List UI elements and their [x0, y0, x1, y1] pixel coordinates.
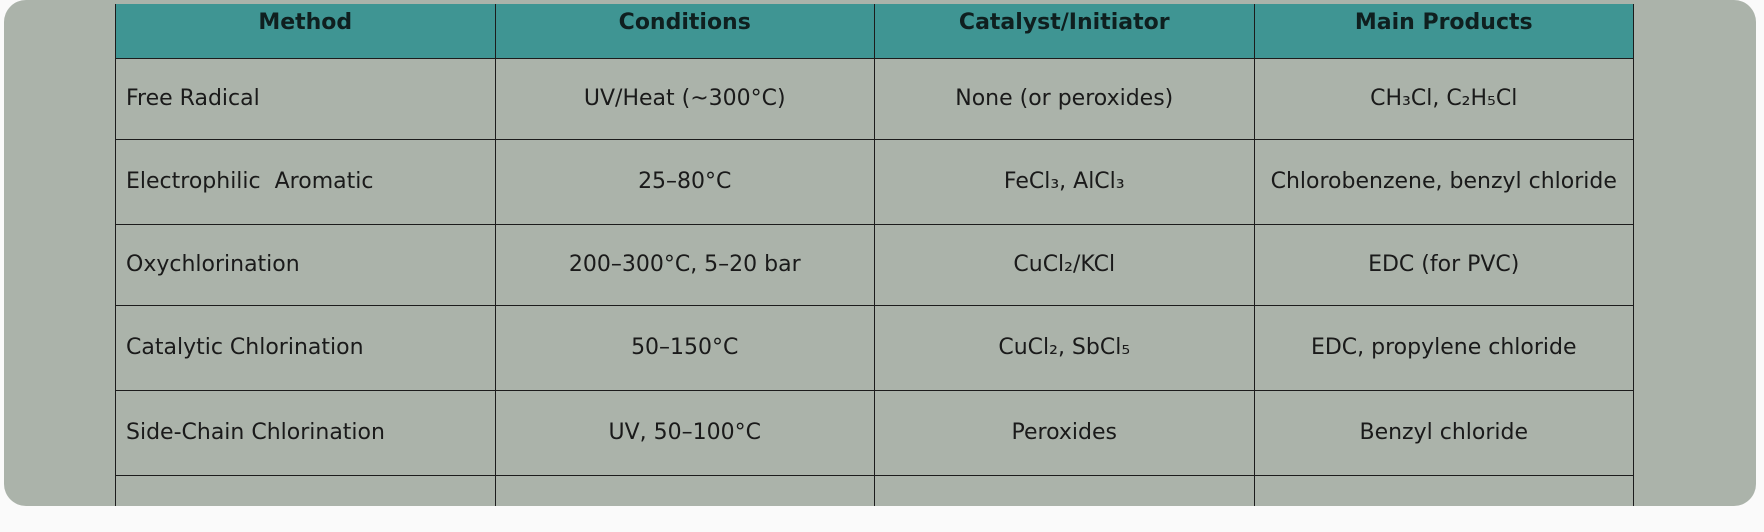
cell-catalyst: CuCl₂, SbCl₅	[874, 304, 1255, 391]
chlorination-methods-table: Method Conditions Catalyst/Initiator Mai…	[115, 4, 1634, 506]
cell-conditions: 25–80°C	[494, 138, 875, 225]
cell-method: Oxychlorination	[115, 223, 496, 306]
cell-conditions: UV, 50–100°C	[494, 389, 875, 476]
cell-catalyst: CuCl₂/KCl	[874, 223, 1255, 306]
cell-method: Free Radical	[115, 57, 496, 140]
table-row: Catalytic Chlorination 50–150°C CuCl₂, S…	[115, 304, 1634, 391]
header-row: Method Conditions Catalyst/Initiator Mai…	[115, 4, 1634, 59]
cell-catalyst	[874, 474, 1255, 506]
cell-method: Side-Chain Chlorination	[115, 389, 496, 476]
cell-products	[1253, 474, 1634, 506]
cell-products: EDC (for PVC)	[1253, 223, 1634, 306]
cell-conditions: 200–300°C, 5–20 bar	[494, 223, 875, 306]
cell-method: Electrophilic Aromatic	[115, 138, 496, 225]
cell-conditions: 50–150°C	[494, 304, 875, 391]
cell-catalyst: FeCl₃, AlCl₃	[874, 138, 1255, 225]
cell-catalyst: Peroxides	[874, 389, 1255, 476]
table-card: Method Conditions Catalyst/Initiator Mai…	[4, 0, 1756, 506]
table-row: Side-Chain Chlorination UV, 50–100°C Per…	[115, 389, 1634, 476]
cell-method	[115, 474, 496, 506]
table-row: Oxychlorination 200–300°C, 5–20 bar CuCl…	[115, 223, 1634, 306]
header-method: Method	[115, 4, 496, 59]
table-row: Electrophilic Aromatic 25–80°C FeCl₃, Al…	[115, 138, 1634, 225]
header-conditions: Conditions	[494, 4, 875, 59]
cell-products: EDC, propylene chloride	[1253, 304, 1634, 391]
cell-catalyst: None (or peroxides)	[874, 57, 1255, 140]
cell-conditions: UV/Heat (~300°C)	[494, 57, 875, 140]
header-catalyst: Catalyst/Initiator	[874, 4, 1255, 59]
table-row: Free Radical UV/Heat (~300°C) None (or p…	[115, 57, 1634, 140]
table-row	[115, 474, 1634, 506]
header-main-products: Main Products	[1253, 4, 1634, 59]
cell-products: Benzyl chloride	[1253, 389, 1634, 476]
cell-products: Chlorobenzene, benzyl chloride	[1253, 138, 1634, 225]
cell-method: Catalytic Chlorination	[115, 304, 496, 391]
cell-products: CH₃Cl, C₂H₅Cl	[1253, 57, 1634, 140]
cell-conditions	[494, 474, 875, 506]
